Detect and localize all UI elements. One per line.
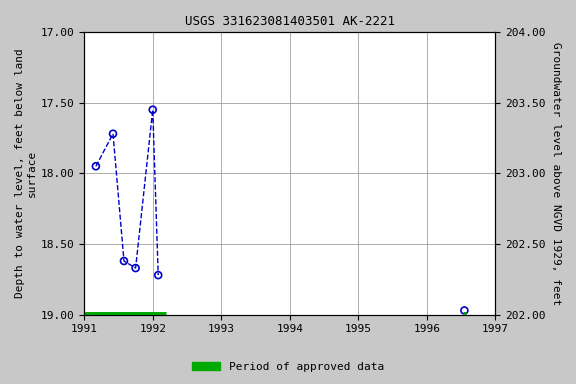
Point	[148, 107, 157, 113]
Legend: Period of approved data: Period of approved data	[188, 358, 388, 377]
Point	[131, 265, 140, 271]
Point	[119, 258, 128, 264]
Point	[154, 272, 163, 278]
Y-axis label: Groundwater level above NGVD 1929, feet: Groundwater level above NGVD 1929, feet	[551, 42, 561, 305]
Title: USGS 331623081403501 AK-2221: USGS 331623081403501 AK-2221	[185, 15, 395, 28]
Point	[108, 131, 118, 137]
Point	[91, 163, 100, 169]
Point	[460, 308, 469, 314]
Y-axis label: Depth to water level, feet below land
surface: Depth to water level, feet below land su…	[15, 48, 37, 298]
